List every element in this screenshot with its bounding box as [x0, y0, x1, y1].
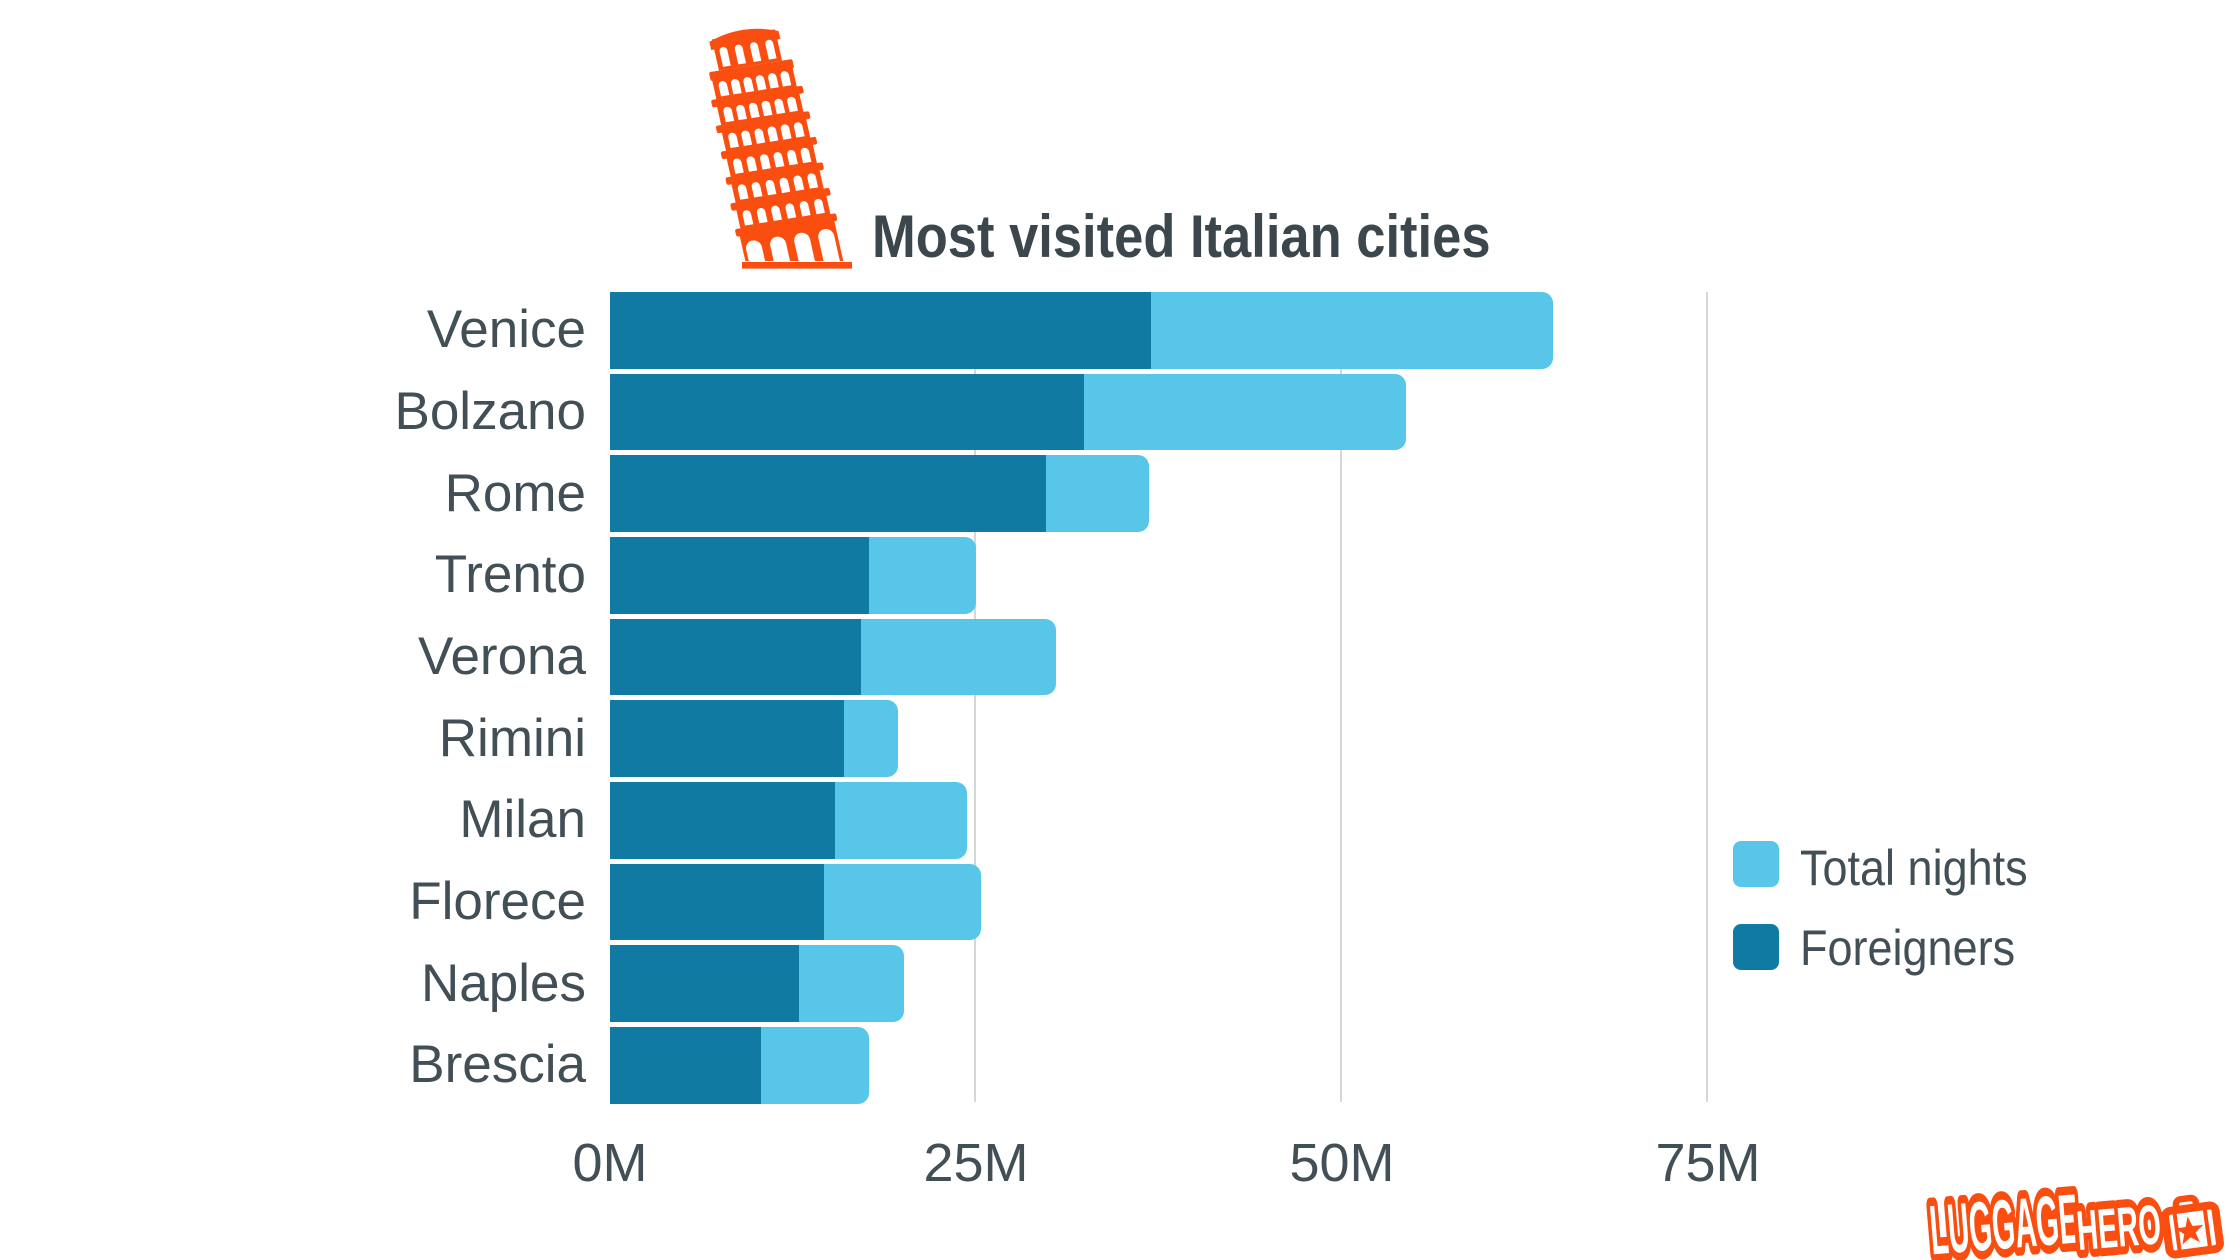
svg-text:LUGGAGE: LUGGAGE [1927, 1180, 2082, 1260]
svg-text:HERO: HERO [2075, 1194, 2164, 1260]
